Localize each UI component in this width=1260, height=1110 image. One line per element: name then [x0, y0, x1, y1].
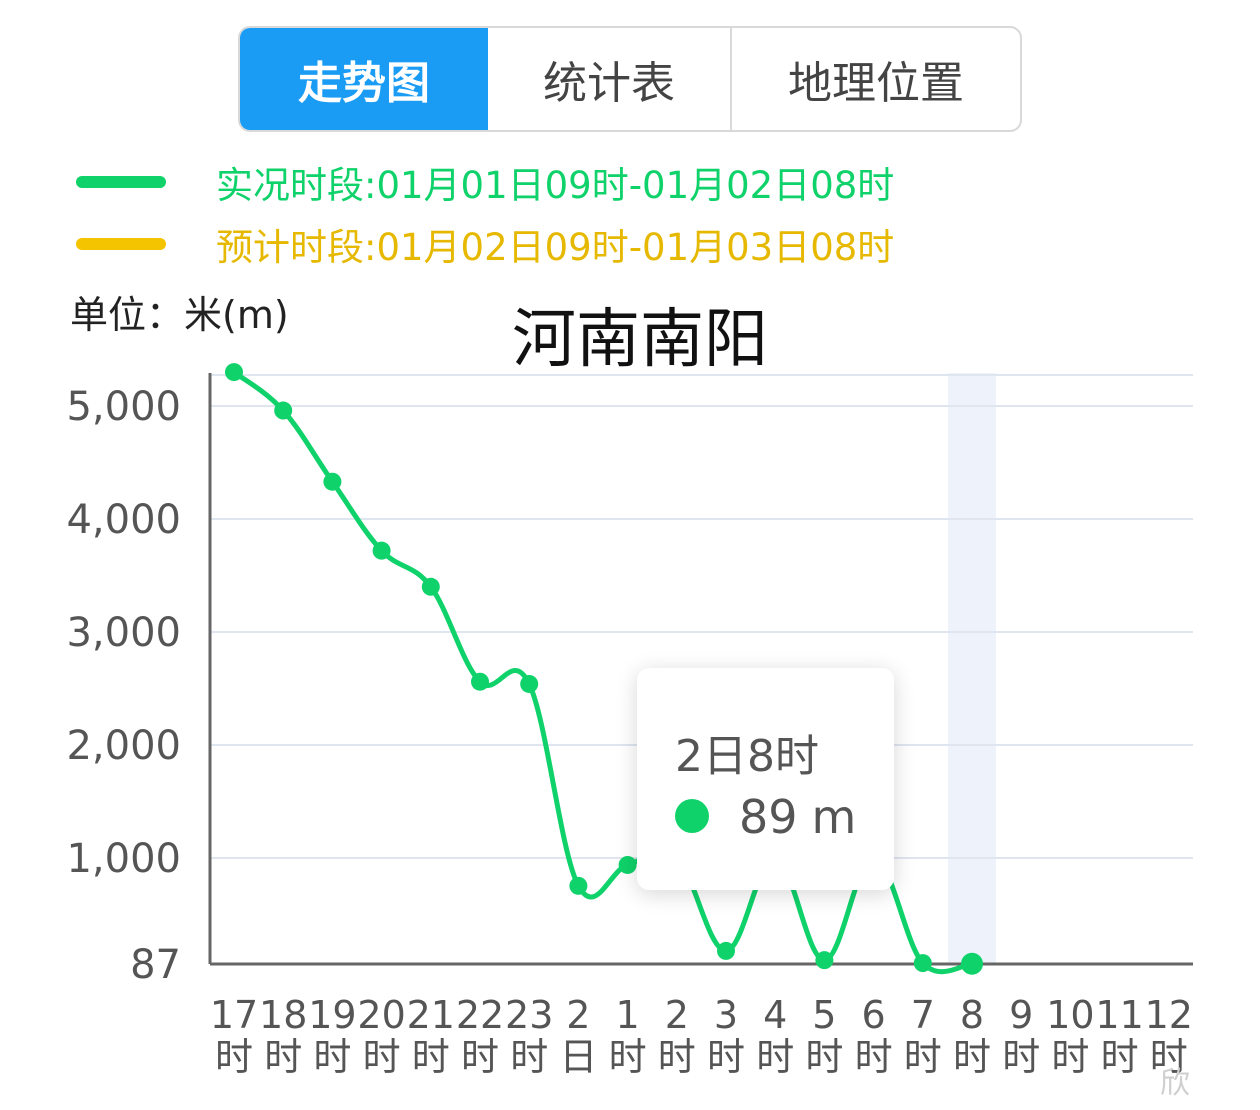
- tooltip-value: 89: [739, 790, 798, 844]
- x-tick-label-19: 12: [1145, 993, 1193, 1037]
- data-point-4: [421, 577, 440, 596]
- y-tick-label-1: 1,000: [66, 836, 181, 882]
- x-tick-label-14: 7: [911, 993, 935, 1037]
- unit-label: 单位：米(m): [70, 293, 289, 337]
- x-tick-unit-16: 时: [1002, 1035, 1040, 1079]
- tab-statistics-table[interactable]: 统计表: [488, 28, 732, 130]
- data-point-10: [717, 941, 735, 960]
- data-point-14: [913, 954, 932, 973]
- highlight-band: [948, 373, 996, 964]
- legend-forecast: 预计时段:01月02日09时-01月03日08时: [76, 219, 894, 269]
- y-tick-label-4: 4,000: [66, 497, 181, 543]
- y-tick-label-3: 3,000: [66, 610, 181, 656]
- chart-tooltip: 2日8时 89 m: [637, 668, 894, 890]
- x-tick-unit-10: 时: [707, 1035, 745, 1079]
- x-tick-unit-5: 时: [461, 1035, 499, 1079]
- x-tick-unit-7: 日: [559, 1035, 597, 1079]
- x-tick-label-6: 23: [505, 993, 553, 1037]
- x-tick-label-5: 22: [456, 993, 504, 1037]
- x-tick-label-4: 21: [407, 993, 455, 1037]
- x-tick-unit-17: 时: [1051, 1035, 1089, 1079]
- x-tick-unit-11: 时: [756, 1035, 794, 1079]
- x-tick-label-16: 9: [1009, 993, 1033, 1037]
- x-tick-label-9: 2: [665, 993, 689, 1037]
- tooltip-value-row: 89 m: [739, 790, 856, 844]
- tab-trend-chart[interactable]: 走势图: [240, 28, 488, 130]
- x-tick-unit-15: 时: [953, 1035, 991, 1079]
- x-tick-label-2: 19: [308, 993, 356, 1037]
- x-tick-label-17: 10: [1046, 993, 1094, 1037]
- x-tick-unit-12: 时: [805, 1035, 843, 1079]
- tooltip-series-dot-icon: [675, 799, 709, 833]
- x-tick-unit-14: 时: [904, 1035, 942, 1079]
- x-tick-unit-0: 时: [215, 1035, 253, 1079]
- x-tick-label-7: 2: [566, 993, 590, 1037]
- legend-observed-swatch: [76, 176, 166, 188]
- data-point-6: [520, 674, 539, 693]
- x-tick-label-18: 11: [1095, 993, 1143, 1037]
- watermark: 欣: [1160, 1066, 1190, 1101]
- legend-observed: 实况时段:01月01日09时-01月02日08时: [76, 157, 894, 207]
- x-tick-unit-9: 时: [658, 1035, 696, 1079]
- data-point-2: [323, 472, 342, 491]
- tab-bar: 走势图 统计表 地理位置: [238, 26, 1022, 132]
- data-point-12: [815, 951, 834, 970]
- y-tick-label-2: 2,000: [66, 723, 181, 769]
- x-tick-unit-2: 时: [313, 1035, 351, 1079]
- chart-title: 河南南阳: [512, 303, 768, 377]
- y-tick-label-0: 87: [130, 942, 181, 988]
- x-tick-unit-3: 时: [363, 1035, 401, 1079]
- x-tick-label-8: 1: [616, 993, 640, 1037]
- x-tick-unit-1: 时: [264, 1035, 302, 1079]
- x-tick-unit-19: 时: [1150, 1035, 1188, 1079]
- legend-forecast-swatch: [76, 238, 166, 250]
- x-tick-label-0: 17: [210, 993, 258, 1037]
- x-tick-label-10: 3: [714, 993, 738, 1037]
- data-point-3: [372, 541, 391, 560]
- tooltip-time: 2日8时: [675, 731, 819, 782]
- data-point-15: [961, 952, 983, 975]
- data-point-7: [569, 876, 588, 895]
- data-point-0: [225, 363, 243, 382]
- legend-forecast-text: 预计时段:01月02日09时-01月03日08时: [216, 226, 895, 269]
- x-tick-label-3: 20: [357, 993, 405, 1037]
- x-tick-unit-13: 时: [855, 1035, 893, 1079]
- legend-observed-text: 实况时段:01月01日09时-01月02日08时: [216, 164, 895, 207]
- x-tick-label-12: 5: [812, 993, 836, 1037]
- x-tick-label-15: 8: [960, 993, 984, 1037]
- x-tick-label-1: 18: [259, 993, 307, 1037]
- tab-geo-location[interactable]: 地理位置: [788, 58, 964, 109]
- tooltip-unit: m: [811, 790, 857, 844]
- x-tick-unit-18: 时: [1101, 1035, 1139, 1079]
- data-point-5: [471, 672, 489, 691]
- data-point-8: [618, 855, 637, 874]
- x-tick-unit-4: 时: [412, 1035, 450, 1079]
- x-tick-label-11: 4: [763, 993, 787, 1037]
- x-tick-unit-6: 时: [510, 1035, 548, 1079]
- x-tick-label-13: 6: [862, 993, 886, 1037]
- x-tick-unit-8: 时: [609, 1035, 647, 1079]
- data-point-1: [274, 401, 293, 420]
- y-tick-label-5: 5,000: [66, 384, 181, 430]
